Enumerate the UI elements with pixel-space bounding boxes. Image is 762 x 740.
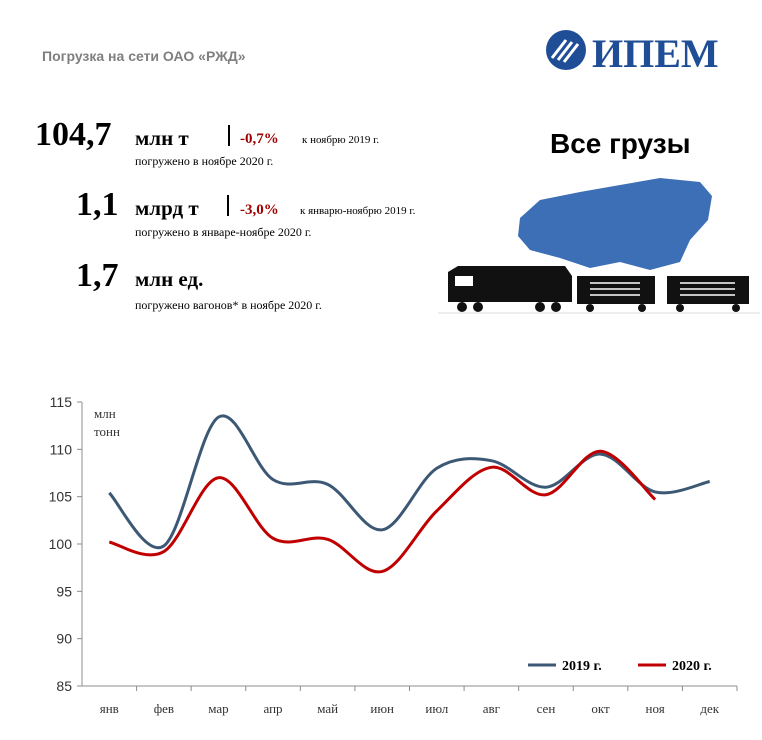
stat-unit: млн т (135, 126, 189, 150)
y-tick-label: 105 (49, 489, 73, 505)
series-line (108, 414, 711, 550)
wagon (667, 276, 749, 304)
x-tick-label: дек (700, 701, 719, 716)
x-tick-label: ноя (646, 701, 665, 716)
legend-label: 2020 г. (672, 659, 712, 674)
logo-stripes (550, 39, 580, 63)
x-tick-label: июл (425, 701, 448, 716)
stat-compare: к ноябрю 2019 г. (302, 134, 379, 146)
x-tick-label: апр (264, 701, 283, 716)
wagon-stripes (590, 282, 735, 296)
stat-note: погружено в ноябре 2020 г. (135, 154, 273, 168)
stat-note: погружено в январе-ноябре 2020 г. (135, 225, 311, 239)
series-line (108, 449, 657, 574)
locomotive (448, 266, 572, 302)
y-axis-label: млн (94, 406, 116, 421)
page-title: Погрузка на сети ОАО «РЖД» (42, 48, 246, 64)
wagon (577, 276, 655, 304)
y-tick-label: 115 (50, 394, 73, 410)
legend-label: 2019 г. (562, 659, 602, 674)
stat-unit: млрд т (135, 196, 199, 220)
loco-window (455, 276, 473, 286)
x-tick-label: фев (154, 701, 174, 716)
stats: 104,7 млн т -0,7% к ноябрю 2019 г. погру… (35, 116, 416, 312)
x-tick-label: май (317, 701, 338, 716)
x-tick-label: сен (537, 701, 556, 716)
stat-unit: млн ед. (135, 267, 203, 291)
illustration (438, 178, 760, 314)
stat-note: погружено вагонов* в ноябре 2020 г. (135, 298, 322, 312)
y-tick-label: 85 (56, 678, 72, 694)
logo: ИПЕМ (546, 30, 719, 76)
stat-change: -0,7% (240, 131, 279, 147)
x-tick-label: авг (483, 701, 500, 716)
x-tick-label: июн (370, 701, 394, 716)
map (518, 178, 712, 270)
stat-value: 104,7 (35, 116, 112, 153)
y-tick-label: 110 (50, 441, 73, 457)
y-tick-label: 90 (56, 631, 72, 647)
y-tick-label: 95 (56, 583, 72, 599)
x-tick-label: янв (100, 701, 119, 716)
stat-value: 1,7 (76, 257, 119, 294)
y-axis-label: тонн (94, 424, 120, 439)
stat-value: 1,1 (76, 186, 119, 223)
y-tick-label: 100 (49, 536, 73, 552)
heading: Все грузы (550, 128, 691, 159)
stat-change: -3,0% (240, 202, 279, 218)
logo-text: ИПЕМ (592, 31, 719, 76)
x-tick-label: окт (591, 701, 610, 716)
stat-compare: к январю-ноябрю 2019 г. (300, 205, 416, 217)
wheels (457, 302, 740, 312)
x-tick-label: мар (208, 701, 228, 716)
